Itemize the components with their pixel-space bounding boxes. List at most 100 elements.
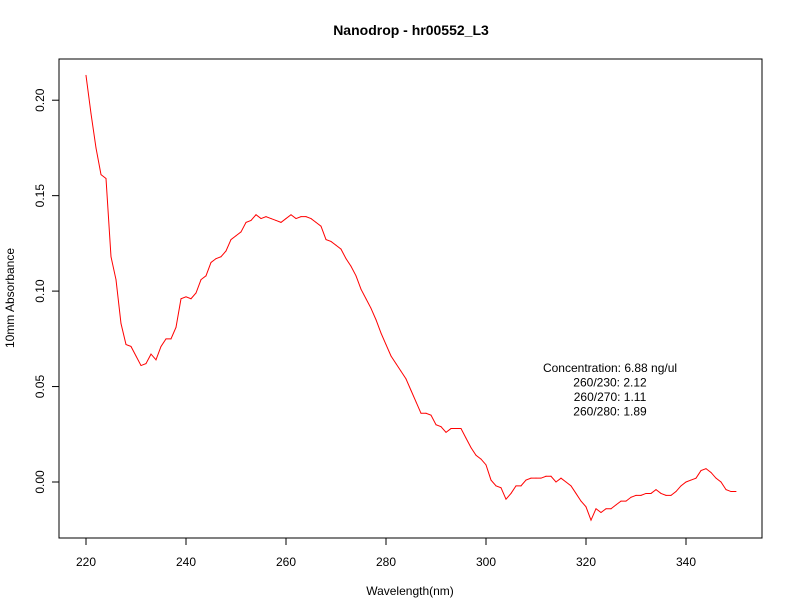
data-point bbox=[275, 219, 277, 221]
data-point bbox=[100, 174, 102, 176]
data-point bbox=[540, 477, 542, 479]
data-point bbox=[625, 500, 627, 502]
data-point bbox=[455, 428, 457, 430]
data-point bbox=[565, 481, 567, 483]
data-point bbox=[665, 494, 667, 496]
data-point bbox=[570, 485, 572, 487]
data-point bbox=[285, 218, 287, 220]
data-point bbox=[290, 214, 292, 216]
data-point bbox=[735, 491, 737, 493]
data-point bbox=[645, 492, 647, 494]
data-point bbox=[230, 239, 232, 241]
data-point bbox=[695, 477, 697, 479]
data-point bbox=[580, 500, 582, 502]
data-point bbox=[655, 489, 657, 491]
data-point bbox=[480, 458, 482, 460]
data-point bbox=[90, 113, 92, 115]
data-point bbox=[555, 481, 557, 483]
x-tick-label: 320 bbox=[576, 555, 596, 569]
data-point bbox=[415, 401, 417, 403]
data-point bbox=[110, 256, 112, 258]
data-point bbox=[530, 477, 532, 479]
data-point bbox=[615, 504, 617, 506]
data-point bbox=[505, 498, 507, 500]
x-tick-label: 340 bbox=[676, 555, 696, 569]
data-point bbox=[220, 256, 222, 258]
data-point bbox=[475, 454, 477, 456]
data-point bbox=[430, 414, 432, 416]
plot-frame bbox=[58, 58, 763, 539]
data-point bbox=[485, 464, 487, 466]
data-point bbox=[120, 323, 122, 325]
data-point bbox=[495, 485, 497, 487]
annotation-line: 260/280: 1.89 bbox=[573, 405, 647, 419]
data-point bbox=[295, 218, 297, 220]
chart-title: Nanodrop - hr00552_L3 bbox=[333, 22, 489, 38]
data-point bbox=[135, 355, 137, 357]
data-point bbox=[85, 74, 87, 76]
data-point bbox=[545, 475, 547, 477]
y-axis-label: 10mm Absorbance bbox=[3, 248, 17, 348]
x-tick-label: 220 bbox=[76, 555, 96, 569]
annotation-line: 260/230: 2.12 bbox=[573, 376, 647, 390]
series-layer bbox=[85, 74, 737, 522]
data-point bbox=[700, 470, 702, 472]
data-point bbox=[145, 363, 147, 365]
data-point bbox=[345, 258, 347, 260]
data-point bbox=[595, 508, 597, 510]
data-point bbox=[320, 225, 322, 227]
data-point bbox=[235, 235, 237, 237]
data-point bbox=[510, 492, 512, 494]
data-point bbox=[165, 338, 167, 340]
data-point bbox=[380, 332, 382, 334]
data-point bbox=[355, 275, 357, 277]
data-point bbox=[450, 428, 452, 430]
data-point bbox=[605, 508, 607, 510]
data-point bbox=[390, 355, 392, 357]
x-tick-label: 240 bbox=[176, 555, 196, 569]
data-point bbox=[630, 496, 632, 498]
data-point bbox=[95, 147, 97, 149]
data-point bbox=[465, 437, 467, 439]
data-point bbox=[685, 481, 687, 483]
data-point bbox=[340, 248, 342, 250]
data-point bbox=[405, 378, 407, 380]
data-point bbox=[305, 216, 307, 218]
data-point bbox=[215, 258, 217, 260]
data-point bbox=[535, 477, 537, 479]
data-point bbox=[550, 475, 552, 477]
data-point bbox=[240, 231, 242, 233]
data-point bbox=[620, 500, 622, 502]
data-point bbox=[250, 219, 252, 221]
absorbance-series-line bbox=[85, 75, 736, 522]
data-point bbox=[315, 221, 317, 223]
data-point bbox=[300, 216, 302, 218]
data-point bbox=[205, 275, 207, 277]
data-point bbox=[650, 492, 652, 494]
data-point bbox=[370, 307, 372, 309]
data-point bbox=[375, 319, 377, 321]
data-point bbox=[575, 492, 577, 494]
data-point bbox=[335, 244, 337, 246]
data-point bbox=[360, 288, 362, 290]
data-point bbox=[105, 177, 107, 179]
data-point bbox=[180, 298, 182, 300]
data-point bbox=[525, 479, 527, 481]
data-point bbox=[160, 345, 162, 347]
data-point bbox=[260, 218, 262, 220]
data-point bbox=[590, 519, 592, 521]
data-point bbox=[365, 298, 367, 300]
data-point bbox=[410, 389, 412, 391]
data-point bbox=[420, 412, 422, 414]
data-point bbox=[725, 489, 727, 491]
y-tick-label: 0.05 bbox=[33, 375, 47, 399]
annotation-line: Concentration: 6.88 ng/ul bbox=[543, 361, 677, 375]
data-point bbox=[675, 491, 677, 493]
data-point bbox=[125, 344, 127, 346]
data-point bbox=[265, 216, 267, 218]
data-point bbox=[560, 477, 562, 479]
data-point bbox=[400, 370, 402, 372]
data-point bbox=[730, 491, 732, 493]
